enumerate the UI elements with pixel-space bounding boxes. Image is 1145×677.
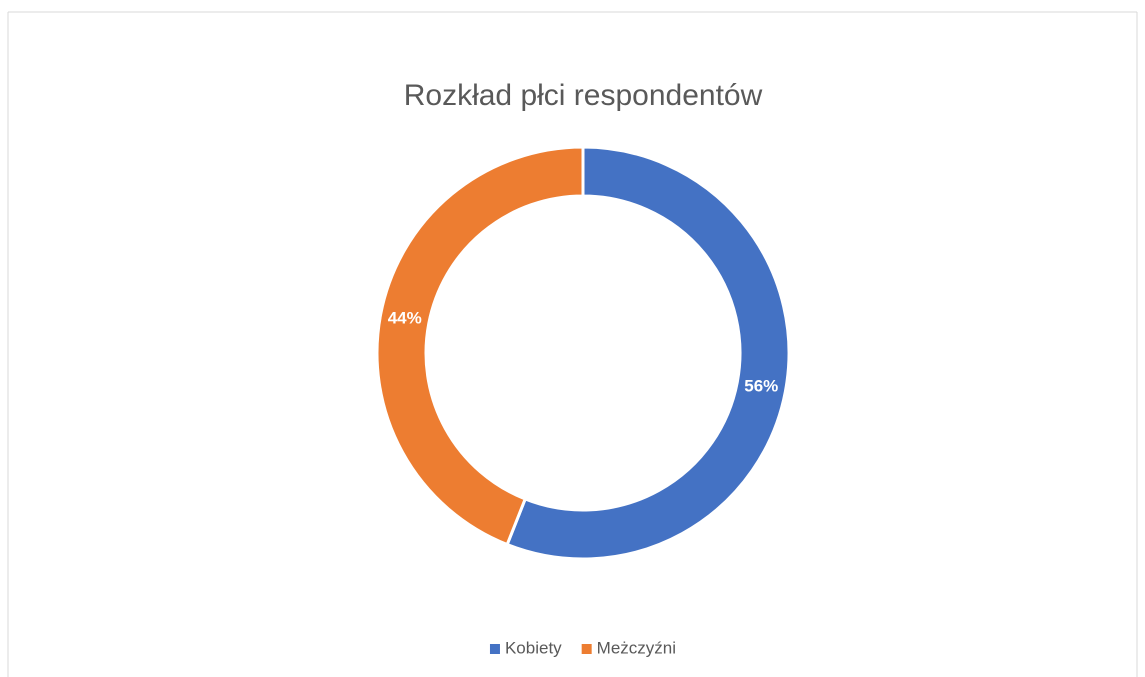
legend-label: Kobiety: [505, 638, 562, 657]
donut-segment: [505, 145, 791, 561]
legend-label: Meżczyźni: [597, 638, 676, 657]
data-label: 44%: [388, 308, 422, 327]
data-label: 56%: [744, 376, 778, 395]
legend-swatch: [581, 644, 592, 654]
legend-swatch: [489, 644, 500, 654]
donut-segment: [375, 145, 585, 547]
chart-title: Rozkład płci respondentów: [404, 79, 763, 112]
